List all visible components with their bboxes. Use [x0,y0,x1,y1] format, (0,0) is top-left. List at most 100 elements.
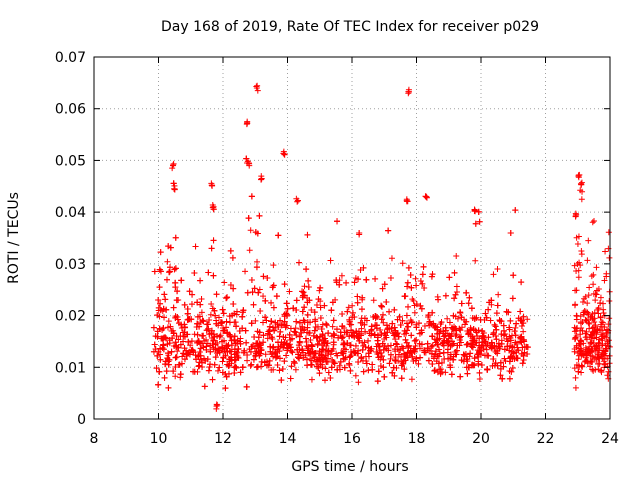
data-point [494,350,501,357]
data-point [403,312,410,319]
data-point [275,343,282,350]
data-point [214,333,221,340]
data-point [495,291,502,298]
data-point [464,370,471,377]
data-point [467,350,474,357]
data-point [463,289,470,296]
x-tick-label: 20 [472,431,490,447]
data-point [220,354,227,361]
data-point [224,343,231,350]
data-point [262,297,269,304]
data-point [250,301,257,308]
data-point [465,330,472,337]
data-point [228,354,235,361]
data-point [500,322,507,329]
data-point [227,247,234,254]
data-point [155,348,162,355]
data-point [384,343,391,350]
data-point [165,318,172,325]
x-tick-label: 18 [408,431,426,447]
data-point [227,332,234,339]
data-point [157,249,164,256]
data-point [165,243,172,250]
data-point [509,295,516,302]
data-point [596,347,603,354]
data-point [152,333,159,340]
data-point [301,283,308,290]
data-point [228,337,235,344]
data-point [597,314,604,321]
data-point [583,358,590,365]
data-point [514,355,521,362]
data-point [276,348,283,355]
data-point [508,348,515,355]
data-point [164,350,171,357]
data-point [223,295,230,302]
data-point [398,375,405,382]
data-point [381,281,388,288]
data-point [476,369,483,376]
data-point [581,295,588,302]
data-point [463,341,470,348]
data-point [268,299,275,306]
data-point [437,328,444,335]
data-point [467,327,474,334]
data-point [418,341,425,348]
data-point [389,369,396,376]
data-point [583,351,590,358]
data-point [370,297,377,304]
data-point [172,234,179,241]
data-point [468,305,475,312]
data-point [151,268,158,275]
data-point [580,351,587,358]
data-point [407,348,414,355]
data-point [590,323,597,330]
data-point [574,240,581,247]
data-point [355,347,362,354]
data-point [317,284,324,291]
data-point [519,360,526,367]
data-point [275,232,282,239]
data-point [333,326,340,333]
data-point [298,329,305,336]
data-point [210,237,217,244]
data-point [592,343,599,350]
data-point [229,254,236,261]
data-point [294,346,301,353]
data-point [572,334,579,341]
data-point [171,266,178,273]
data-point [304,329,311,336]
data-point [198,296,205,303]
data-point [197,277,204,284]
data-point [588,273,595,280]
data-point [421,322,428,329]
data-point [383,299,390,306]
data-point [589,325,596,332]
data-point [352,372,359,379]
data-point [359,346,366,353]
data-point [244,119,251,126]
data-point [280,150,287,157]
data-point [593,356,600,363]
data-point [296,259,303,266]
data-point [453,253,460,260]
data-point [349,309,356,316]
data-point [331,332,338,339]
data-point [512,324,519,331]
data-point [233,323,240,330]
data-point [213,320,220,327]
data-point [355,358,362,365]
data-point [207,311,214,318]
data-point [256,329,263,336]
data-point [413,336,420,343]
data-point [196,313,203,320]
data-point [325,330,332,337]
data-point [395,333,402,340]
data-point [315,296,322,303]
data-point [220,327,227,334]
data-point [223,330,230,337]
x-axis-label: GPS time / hours [291,459,408,475]
data-point [371,331,378,338]
data-point [313,302,320,309]
data-point [262,314,269,321]
